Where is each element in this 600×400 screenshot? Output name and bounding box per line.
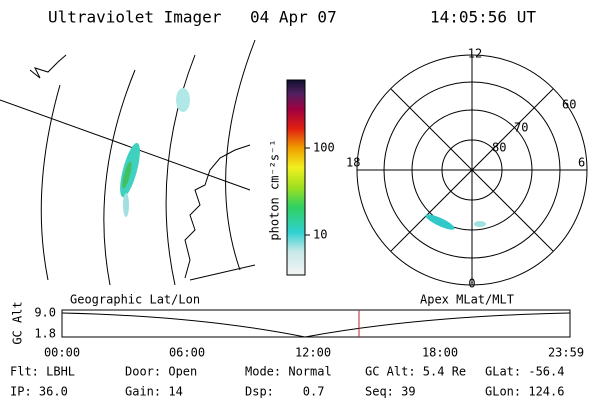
x-tick-label: 23:59: [548, 346, 584, 360]
lat-label: 70: [514, 121, 528, 135]
x-tick-label: 18:00: [422, 346, 458, 360]
altitude-panel: [61, 309, 571, 338]
status-field: Seq: 39: [365, 385, 416, 399]
instrument: Ultraviolet Imager: [48, 8, 222, 27]
status-field: Gain: 14: [125, 385, 183, 399]
status-field: GLon: 124.6: [485, 385, 564, 399]
status-field: GLat: -56.4: [485, 365, 564, 379]
lat-label: 80: [492, 141, 506, 155]
altitude-curve: [61, 312, 571, 338]
polar-plot: [356, 54, 588, 286]
time: 14:05:56 UT: [430, 8, 536, 27]
hour-label: 12: [468, 47, 482, 61]
date: 04 Apr 07: [250, 8, 337, 27]
map: [0, 39, 256, 286]
x-tick-label: 12:00: [295, 346, 331, 360]
colorbar-label: photon cm⁻²s⁻¹: [268, 139, 282, 240]
y-tick-label: 1.8: [34, 327, 56, 341]
footer: Flt: LBHL Door: Open Mode: Normal GC Alt: 5…: [10, 365, 564, 399]
status-field: Door: Open: [125, 365, 197, 379]
alt-axis-label: GC Alt: [11, 301, 25, 344]
lat-label: 60: [562, 98, 576, 112]
colorbar-tick: 10: [313, 228, 327, 242]
status-field: Mode: Normal: [245, 365, 332, 379]
status-field: Flt: LBHL: [10, 365, 75, 379]
colorbar: [286, 79, 306, 276]
colorbar-tick: 100: [313, 141, 335, 155]
status-field: Dsp: 0.7: [245, 385, 324, 399]
status-field: IP: 36.0: [10, 385, 68, 399]
hour-label: 0: [468, 277, 475, 291]
left-label: Geographic Lat/Lon: [70, 293, 200, 307]
x-tick-label: 06:00: [169, 346, 205, 360]
right-label: Apex MLat/MLT: [420, 293, 514, 307]
y-tick-label: 9.0: [34, 306, 56, 320]
hour-label: 18: [346, 156, 360, 170]
status-field: GC Alt: 5.4 Re: [365, 365, 466, 379]
x-tick-label: 00:00: [44, 346, 80, 360]
hour-label: 6: [578, 156, 585, 170]
